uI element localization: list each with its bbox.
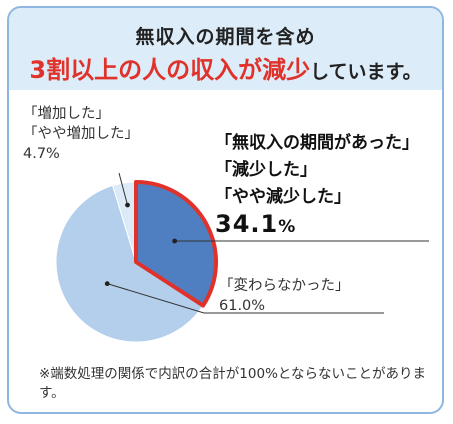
title-rest: しています。 — [310, 61, 422, 83]
slice-label-decrease-line-3: 「やや減少した」 — [215, 187, 351, 207]
leader-line-increase-dot — [125, 202, 130, 208]
footnote: ※端数処理の関係で内訳の合計が100%とならないことがあります。 — [39, 366, 427, 401]
slice-value-unchanged: 61.0% — [219, 298, 266, 314]
slice-label-increase-line-2: 「やや増加した」 — [23, 126, 139, 142]
leader-line-increase — [118, 172, 128, 206]
slice-label-increase: 「増加した」 「やや増加した」 4.7% — [23, 104, 139, 164]
chart-card: 無収入の期間を含め 3割以上の人の収入が減少しています。 「増加した」 「やや増… — [7, 6, 444, 414]
leader-line-decrease-dot — [172, 238, 178, 244]
slice-unchanged — [55, 184, 204, 343]
slice-label-unchanged-line-1: 「変わらなかった」 — [219, 278, 350, 294]
slice-label-decrease: 「無収入の期間があった」 「減少した」 「やや減少した」 34.1% — [215, 130, 419, 241]
slice-value-decrease: 34.1% — [215, 211, 419, 241]
title-highlight: 3割以上の人の収入が減少 — [29, 56, 311, 84]
title-line-2: 3割以上の人の収入が減少しています。 — [9, 50, 442, 85]
slice-decrease-highlight — [134, 180, 218, 308]
slice-value-increase: 4.7% — [23, 146, 60, 162]
slice-label-decrease-line-1: 「無収入の期間があった」 — [215, 133, 419, 153]
leader-line-unchanged-dot — [104, 281, 110, 287]
header-band — [9, 8, 442, 90]
slice-value-decrease-unit: % — [278, 217, 297, 237]
title-line-1: 無収入の期間を含め — [135, 26, 316, 48]
slice-label-decrease-line-2: 「減少した」 — [215, 160, 317, 180]
leader-line-unchanged — [107, 283, 384, 314]
slice-label-unchanged: 「変わらなかった」 61.0% — [219, 276, 350, 316]
slice-label-increase-line-1: 「増加した」 — [23, 106, 110, 122]
pie-chart — [55, 172, 429, 343]
slice-value-decrease-number: 34.1 — [215, 210, 279, 238]
